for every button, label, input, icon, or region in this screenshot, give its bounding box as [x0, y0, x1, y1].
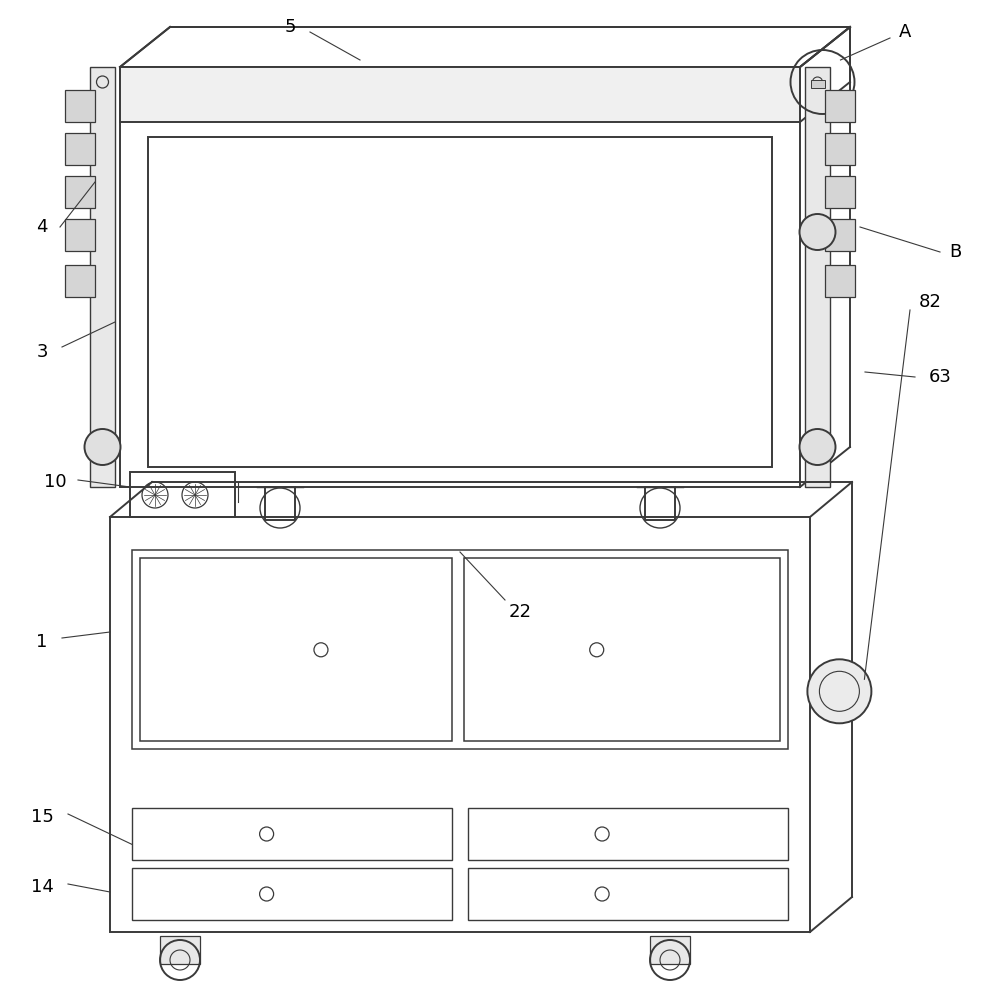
Bar	[160, 936, 200, 964]
Bar	[825, 265, 855, 297]
Bar	[464, 558, 780, 741]
Bar	[645, 487, 675, 520]
Bar	[130, 472, 235, 517]
Text: 22: 22	[509, 603, 532, 621]
Bar	[825, 133, 855, 165]
Circle shape	[800, 429, 836, 465]
Circle shape	[807, 659, 871, 724]
Bar	[65, 90, 95, 122]
Bar	[468, 868, 788, 920]
Text: 3: 3	[36, 343, 48, 361]
Bar	[132, 550, 788, 749]
Text: 10: 10	[44, 473, 66, 491]
Text: 1: 1	[36, 633, 48, 651]
Bar	[65, 219, 95, 251]
Bar	[110, 517, 810, 932]
Text: A: A	[899, 23, 911, 41]
Bar	[140, 558, 452, 741]
Bar	[65, 265, 95, 297]
Bar	[825, 90, 855, 122]
Bar	[265, 487, 295, 520]
Text: 15: 15	[31, 808, 53, 826]
Text: 63: 63	[929, 368, 951, 386]
Bar	[132, 868, 452, 920]
Text: 14: 14	[31, 878, 53, 896]
Bar	[825, 219, 855, 251]
Bar	[805, 67, 830, 487]
Circle shape	[800, 214, 836, 250]
Bar	[120, 67, 800, 122]
Bar	[132, 808, 452, 860]
Bar	[825, 176, 855, 208]
Text: 5: 5	[284, 18, 296, 36]
Circle shape	[84, 429, 120, 465]
Text: B: B	[949, 243, 961, 261]
Bar	[148, 137, 772, 467]
Bar	[120, 67, 800, 487]
Bar	[811, 80, 825, 88]
Bar	[650, 936, 690, 964]
Bar	[468, 808, 788, 860]
Text: 82: 82	[919, 293, 941, 311]
Bar	[65, 176, 95, 208]
Bar	[65, 133, 95, 165]
Bar	[90, 67, 115, 487]
Text: 4: 4	[36, 218, 48, 236]
